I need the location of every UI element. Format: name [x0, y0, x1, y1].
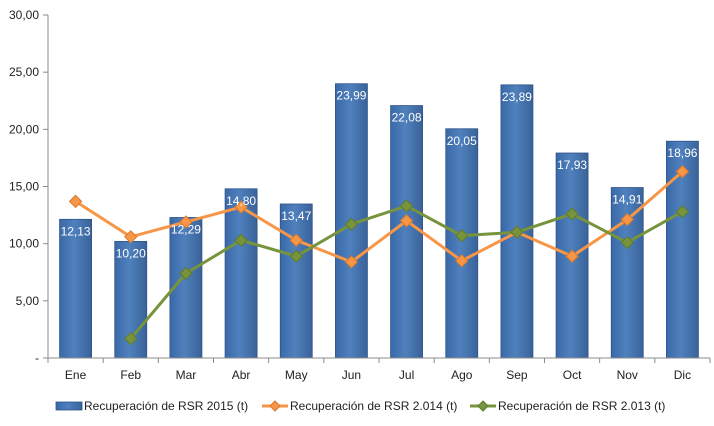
series-marker: [455, 228, 469, 243]
bar-data-label: 23,89: [502, 90, 532, 104]
x-tick-label: Sep: [506, 368, 528, 382]
series-marker: [675, 164, 690, 179]
bar-data-label: 20,05: [447, 134, 477, 148]
x-tick-label: Ago: [451, 368, 473, 382]
series-marker: [289, 233, 303, 247]
x-tick-label: Abr: [232, 368, 251, 382]
legend-marker: [477, 400, 489, 412]
bar-data-label: 18,96: [667, 146, 697, 160]
series-marker: [344, 217, 359, 231]
bar: [59, 218, 92, 359]
bar-data-label: 14,80: [226, 194, 256, 208]
y-tick-label: 15,00: [9, 180, 39, 194]
x-tick-label: Nov: [617, 368, 638, 382]
legend-label: Recuperación de RSR 2.014 (t): [290, 399, 457, 413]
series-marker: [179, 215, 193, 229]
series-marker: [68, 194, 83, 209]
x-tick-label: Ene: [65, 368, 87, 382]
series-marker: [510, 225, 524, 239]
bar-data-label: 22,08: [392, 111, 422, 125]
series-marker: [179, 266, 193, 281]
legend: Recuperación de RSR 2015 (t) Recuperación…: [55, 399, 665, 413]
legend-label: Recuperación de RSR 2015 (t): [84, 399, 248, 413]
x-tick-label: Oct: [563, 368, 582, 382]
x-tick-label: Feb: [120, 368, 141, 382]
series-marker: [344, 255, 359, 269]
legend-marker: [269, 400, 281, 412]
x-tick-label: Jun: [342, 368, 361, 382]
series-marker: [455, 254, 469, 268]
x-tick-label: Mar: [176, 368, 197, 382]
bar-data-label: 13,47: [281, 209, 311, 223]
series-marker: [399, 214, 414, 228]
series-marker: [124, 331, 138, 346]
bar-data-label: 12,29: [171, 222, 201, 236]
bar: [224, 188, 258, 359]
bar: [500, 84, 534, 359]
y-tick-label: 10,00: [9, 237, 39, 251]
y-tick-label: -: [35, 351, 39, 365]
series-marker: [620, 212, 634, 227]
series-marker: [675, 204, 690, 219]
bar-data-label: 12,13: [61, 224, 91, 238]
bar: [445, 128, 479, 359]
data-labels: 12,13 10,20 12,29 14,80 13,47 23,99 22,08 20,05…: [61, 89, 698, 261]
x-tick-label: Jul: [399, 368, 414, 382]
bar-data-label: 14,91: [612, 193, 642, 207]
bar-data-label: 23,99: [336, 89, 366, 103]
series-marker: [289, 249, 303, 263]
bar-data-label: 17,93: [557, 158, 587, 172]
series-marker: [620, 235, 634, 250]
legend-label: Recuperación de RSR 2.013 (t): [498, 399, 665, 413]
series-marker: [234, 233, 248, 247]
bar: [390, 105, 423, 359]
plot-area: [59, 83, 699, 359]
series-marker: [234, 200, 248, 214]
y-tick-label: 20,00: [9, 122, 39, 136]
legend-item: Recuperación de RSR 2015 (t): [55, 399, 248, 413]
bar: [279, 203, 313, 359]
series-marker: [565, 249, 579, 263]
y-tick-label: 25,00: [9, 65, 39, 79]
x-tick-label: Dic: [674, 368, 691, 382]
series-line: [74, 170, 684, 264]
series-marker: [399, 199, 414, 213]
y-tick-label: 30,00: [9, 8, 39, 22]
series-marker: [565, 207, 579, 221]
axes: - 5,00 10,00 15,00 20,00 25,00 30,00 Ene Feb Mar A…: [9, 8, 711, 382]
bar-data-label: 10,20: [116, 246, 146, 260]
legend-item: Recuperación de RSR 2.013 (t): [470, 399, 665, 413]
series-marker: [124, 230, 138, 244]
legend-swatch: [55, 401, 83, 411]
y-tick-label: 5,00: [16, 294, 40, 308]
legend-item: Recuperación de RSR 2.014 (t): [262, 399, 457, 413]
x-tick-label: May: [285, 368, 308, 382]
